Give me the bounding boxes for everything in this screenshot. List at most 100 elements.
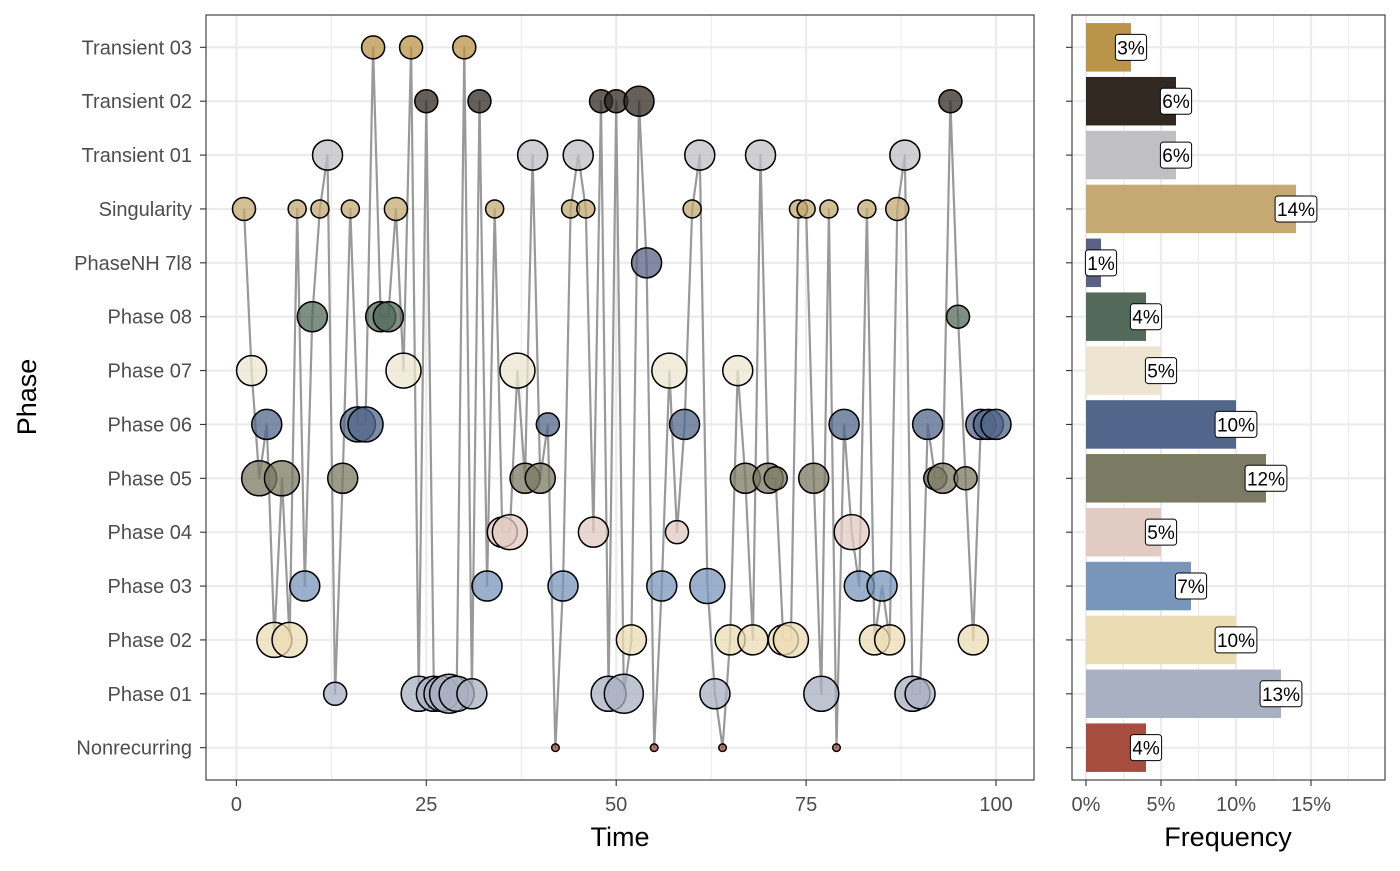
bar-label-phasenh-7l8: 1%	[1087, 254, 1115, 275]
point-singularity	[796, 199, 816, 219]
bar-label-box	[1244, 464, 1288, 492]
point-transient-03	[398, 35, 424, 60]
point-singularity	[310, 199, 330, 219]
point-transient-02	[467, 88, 492, 114]
bar-label-phase-08: 4%	[1132, 308, 1160, 329]
point-singularity	[682, 199, 702, 219]
bar-label-transient-02: 6%	[1162, 92, 1190, 113]
point-nonrecurring	[831, 743, 842, 753]
bar-label-phase-07: 5%	[1147, 362, 1175, 383]
y-tick-label-singularity: Singularity	[99, 199, 192, 221]
bar-phase-06	[1086, 400, 1236, 449]
point-phase-03	[289, 570, 321, 602]
point-nonrecurring	[649, 743, 659, 753]
timeline-panel: Nonrecurring Phase 01 Phase 02 Phase 03 Phas…	[12, 14, 1035, 852]
point-singularity	[857, 199, 877, 219]
point-transient-01	[684, 139, 716, 171]
point-phase-08	[296, 300, 329, 333]
x-tick-label: 50	[605, 794, 627, 816]
point-phase-01	[456, 678, 488, 710]
phase-trajectory-line	[242, 46, 996, 749]
bar-label-box	[1159, 87, 1193, 115]
point-transient-02	[938, 88, 963, 114]
point-phase-03	[689, 567, 726, 605]
bar-label-transient-03: 3%	[1117, 38, 1145, 59]
point-phase-02	[271, 621, 308, 659]
point-phase-05	[927, 462, 959, 495]
x-tick-label: 0%	[1072, 794, 1101, 816]
x-tick-label: 0	[231, 794, 242, 816]
bar-label-box	[1144, 518, 1178, 546]
y-tick-label-transient-01: Transient 01	[82, 145, 192, 167]
point-phase-02	[957, 624, 989, 656]
point-singularity	[576, 199, 596, 219]
point-phase-06	[828, 408, 860, 441]
bar-label-singularity: 14%	[1277, 200, 1315, 221]
y-tick-label-phase-03: Phase 03	[107, 576, 192, 598]
bar-label-box	[1084, 249, 1118, 277]
point-transient-03	[360, 35, 386, 60]
point-phase-07	[499, 352, 536, 389]
point-singularity	[287, 199, 307, 219]
bar-label-box	[1144, 357, 1178, 385]
bar-label-box	[1114, 33, 1148, 61]
bar-label-phase-06: 10%	[1217, 415, 1255, 436]
time-axis: 0 25 50 75 100	[231, 780, 1013, 816]
x-tick-label: 100	[979, 794, 1012, 816]
x-axis-title-frequency: Frequency	[1164, 822, 1292, 852]
y-tick-label-phasenh-7l8: PhaseNH 7l8	[74, 253, 192, 275]
bar-label-phase-03: 7%	[1177, 577, 1205, 598]
point-singularity	[885, 196, 910, 222]
point-phase-07	[235, 354, 268, 387]
point-phase-04	[577, 516, 610, 548]
point-transient-02	[414, 88, 439, 114]
bar-label-box	[1129, 734, 1163, 762]
point-phase-03	[646, 570, 678, 602]
bar-phase-02	[1086, 615, 1236, 665]
bar-label-nonrecurring: 4%	[1132, 739, 1160, 760]
point-phase-03	[547, 570, 579, 602]
frequency-category-ticks	[1066, 46, 1072, 749]
bar-label-box	[1214, 410, 1258, 438]
point-transient-01	[516, 139, 549, 171]
point-phase-04	[491, 513, 529, 551]
point-phase-03	[471, 570, 503, 602]
point-nonrecurring	[550, 743, 560, 753]
point-transient-01	[744, 139, 777, 171]
point-singularity	[819, 199, 839, 219]
point-nonrecurring	[718, 743, 728, 753]
y-tick-label-phase-01: Phase 01	[107, 684, 192, 706]
point-singularity	[340, 199, 361, 219]
bar-phase-01	[1086, 669, 1281, 719]
point-phase-06	[668, 408, 701, 441]
y-tick-label-phase-05: Phase 05	[107, 468, 192, 490]
bar-phase-05	[1086, 454, 1266, 503]
point-phase-07	[385, 352, 422, 389]
point-transient-01	[311, 139, 344, 171]
point-singularity	[231, 196, 257, 222]
y-tick-label-transient-03: Transient 03	[82, 37, 192, 59]
point-phase-06	[911, 408, 944, 441]
point-phase-03	[866, 570, 898, 602]
point-phase-04	[833, 513, 870, 551]
point-phase-08	[945, 304, 971, 329]
x-tick-label: 15%	[1291, 794, 1331, 816]
y-axis-title-phase: Phase	[12, 359, 42, 436]
point-transient-02	[623, 85, 655, 117]
frequency-bars: 4% 13% 10% 7% 5% 12% 10% 5% 4% 1% 14% 6% 6% 3%	[1084, 23, 1318, 772]
point-transient-03	[452, 35, 477, 60]
frequency-panel: 4% 13% 10% 7% 5% 12% 10% 5% 4% 1% 14% 6% 6% 3% 0% 5% 10…	[1066, 14, 1386, 852]
bar-label-phase-04: 5%	[1147, 523, 1175, 544]
point-phase-01	[803, 675, 840, 713]
point-transient-01	[889, 139, 921, 171]
bar-label-box	[1174, 572, 1208, 600]
point-phase-07	[721, 354, 754, 387]
point-phase-07	[651, 352, 688, 389]
y-tick-label-phase-08: Phase 08	[107, 307, 192, 329]
point-phase-06	[980, 408, 1012, 441]
point-phase-05	[953, 466, 978, 491]
point-phase-01	[699, 678, 731, 710]
phase-axis: Nonrecurring Phase 01 Phase 02 Phase 03 Phas…	[74, 37, 206, 760]
bar-singularity	[1086, 184, 1296, 234]
